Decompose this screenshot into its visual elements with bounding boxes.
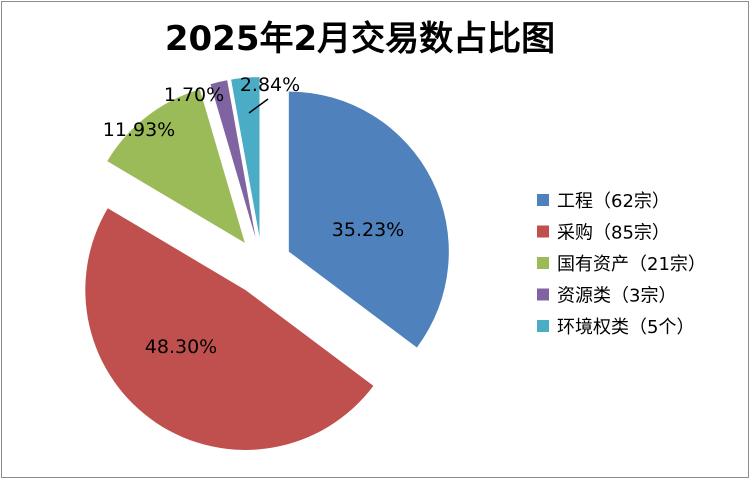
pie-slice-2 [85, 208, 374, 450]
legend-swatch-2 [537, 225, 549, 238]
pie-slice-5 [231, 77, 260, 238]
chart-title: 2025年2月交易数占比图 [165, 19, 555, 59]
slice-label-5: 2.84% [240, 74, 300, 96]
legend-label-2: 采购（85宗） [557, 223, 670, 244]
legend-swatch-5 [537, 320, 549, 332]
legend-swatch-1 [537, 194, 549, 206]
legend-label-3: 国有资产（21宗） [557, 254, 706, 275]
slice-label-4: 1.70% [164, 84, 224, 106]
legend-swatch-3 [537, 257, 549, 269]
slice-label-2: 48.30% [145, 336, 217, 358]
pie-slice-4 [210, 80, 256, 238]
legend-label-4: 资源类（3宗） [557, 286, 676, 307]
legend-swatch-4 [537, 288, 549, 301]
pie-slice-3 [107, 89, 245, 243]
leader-line [248, 98, 269, 114]
slice-label-3: 11.93% [103, 119, 175, 141]
legend-label-5: 环境权类（5个） [557, 317, 694, 338]
legend-label-1: 工程（62宗） [557, 191, 670, 212]
slice-label-1: 35.23% [332, 219, 404, 241]
pie-slice-1 [288, 91, 449, 348]
